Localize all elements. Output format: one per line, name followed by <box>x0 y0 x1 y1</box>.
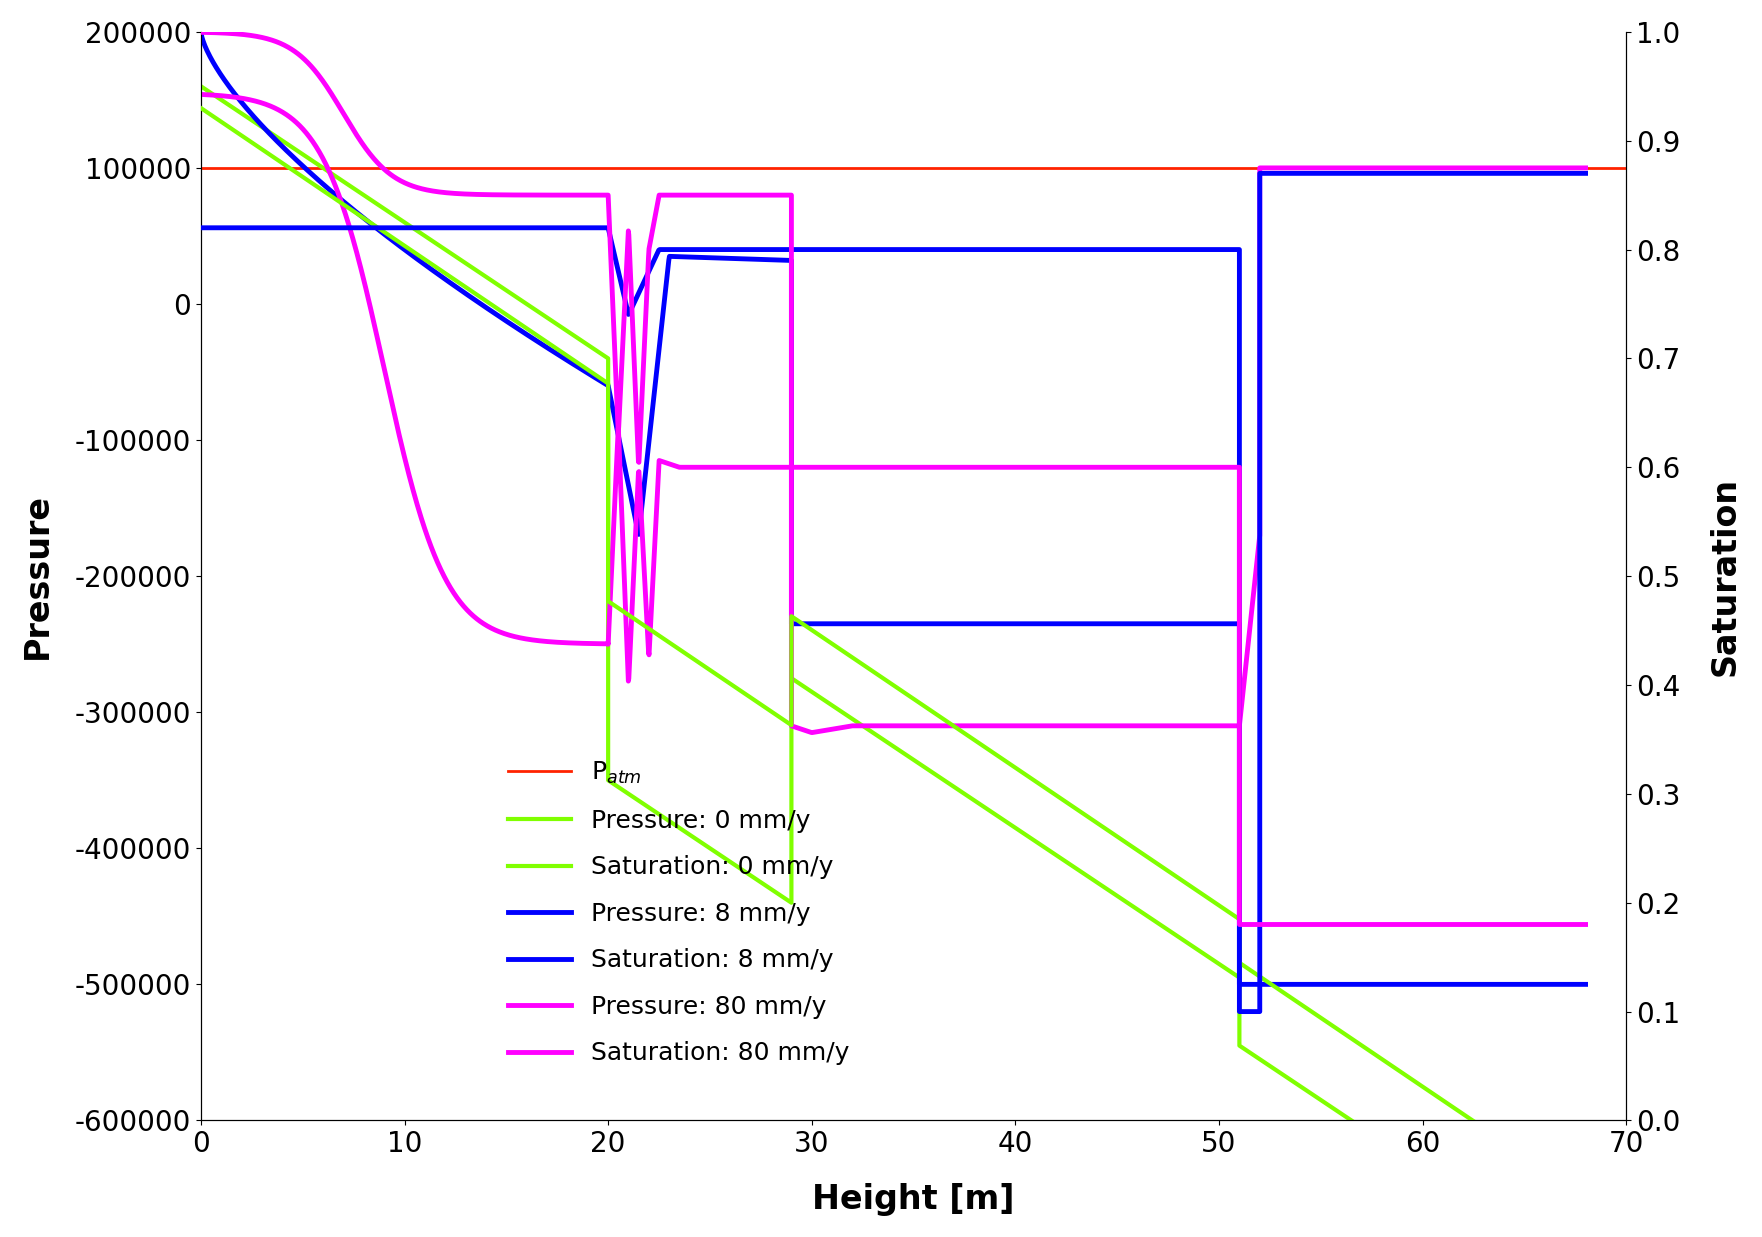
Pressure: 8 mm/y: (68, -5e+05): 8 mm/y: (68, -5e+05) <box>1575 977 1596 992</box>
Pressure: 8 mm/y: (51, -5e+05): 8 mm/y: (51, -5e+05) <box>1228 977 1249 992</box>
Pressure: 0 mm/y: (26.9, -4.19e+05): 0 mm/y: (26.9, -4.19e+05) <box>738 867 759 882</box>
Saturation: 80 mm/y: (29.9, 0.6): 80 mm/y: (29.9, 0.6) <box>798 460 819 475</box>
Pressure: 0 mm/y: (31.8, -3.03e+05): 0 mm/y: (31.8, -3.03e+05) <box>839 709 860 724</box>
Legend: P$_{atm}$, Pressure: 0 mm/y, Saturation: 0 mm/y, Pressure: 8 mm/y, Saturation: 8: P$_{atm}$, Pressure: 0 mm/y, Saturation:… <box>499 750 860 1075</box>
Pressure: 80 mm/y: (21.2, -2.32e+05): 80 mm/y: (21.2, -2.32e+05) <box>620 612 641 627</box>
Saturation: 8 mm/y: (65.2, 0.87): 8 mm/y: (65.2, 0.87) <box>1517 166 1538 181</box>
Saturation: 0 mm/y: (31.8, 0.428): 0 mm/y: (31.8, 0.428) <box>839 647 860 662</box>
Pressure: 0 mm/y: (1.31, 1.47e+05): 0 mm/y: (1.31, 1.47e+05) <box>217 96 238 111</box>
Pressure: 80 mm/y: (0, 1.54e+05): 80 mm/y: (0, 1.54e+05) <box>190 87 211 101</box>
Saturation: 80 mm/y: (31.8, 0.6): 80 mm/y: (31.8, 0.6) <box>839 460 860 475</box>
Saturation: 0 mm/y: (5.83, 0.856): 0 mm/y: (5.83, 0.856) <box>308 181 329 195</box>
P$_{atm}$ <box>190 161 211 176</box>
Pressure: 80 mm/y: (28.9, -1.2e+05): 80 mm/y: (28.9, -1.2e+05) <box>779 460 800 475</box>
Pressure: 80 mm/y: (40.4, -3.1e+05): 80 mm/y: (40.4, -3.1e+05) <box>1013 719 1034 734</box>
Y-axis label: Pressure: Pressure <box>21 494 55 659</box>
Y-axis label: Saturation: Saturation <box>1707 476 1741 675</box>
Line: Saturation: 8 mm/y: Saturation: 8 mm/y <box>201 173 1586 1012</box>
Pressure: 8 mm/y: (32.6, -2.35e+05): 8 mm/y: (32.6, -2.35e+05) <box>855 616 876 631</box>
Saturation: 80 mm/y: (0.401, 0.999): 80 mm/y: (0.401, 0.999) <box>199 25 220 40</box>
Saturation: 0 mm/y: (1.31, 0.913): 0 mm/y: (1.31, 0.913) <box>217 119 238 134</box>
Saturation: 8 mm/y: (0, 0.82): 8 mm/y: (0, 0.82) <box>190 220 211 235</box>
Pressure: 0 mm/y: (0, 1.6e+05): 0 mm/y: (0, 1.6e+05) <box>190 79 211 94</box>
Pressure: 8 mm/y: (65.4, -5e+05): 8 mm/y: (65.4, -5e+05) <box>1522 977 1544 992</box>
Saturation: 0 mm/y: (0, 0.93): 0 mm/y: (0, 0.93) <box>190 100 211 115</box>
Pressure: 8 mm/y: (6.47, 8.2e+04): 8 mm/y: (6.47, 8.2e+04) <box>322 184 344 199</box>
Saturation: 80 mm/y: (51, 0.18): 80 mm/y: (51, 0.18) <box>1228 917 1249 931</box>
Saturation: 8 mm/y: (40.8, 0.8): 8 mm/y: (40.8, 0.8) <box>1022 242 1043 257</box>
Saturation: 8 mm/y: (22.8, 0.8): 8 mm/y: (22.8, 0.8) <box>654 242 675 257</box>
Pressure: 80 mm/y: (68, 1e+05): 80 mm/y: (68, 1e+05) <box>1575 161 1596 176</box>
Pressure: 80 mm/y: (39.3, -3.1e+05): 80 mm/y: (39.3, -3.1e+05) <box>990 719 1011 734</box>
Saturation: 80 mm/y: (42.3, 0.6): 80 mm/y: (42.3, 0.6) <box>1052 460 1073 475</box>
Saturation: 8 mm/y: (29.5, 0.8): 8 mm/y: (29.5, 0.8) <box>791 242 812 257</box>
Pressure: 8 mm/y: (43.9, -2.35e+05): 8 mm/y: (43.9, -2.35e+05) <box>1085 616 1107 631</box>
Saturation: 80 mm/y: (56.6, 0.18): 80 mm/y: (56.6, 0.18) <box>1343 917 1364 931</box>
Saturation: 8 mm/y: (51, 0.1): 8 mm/y: (51, 0.1) <box>1228 1004 1249 1019</box>
Pressure: 0 mm/y: (20.4, -3.54e+05): 0 mm/y: (20.4, -3.54e+05) <box>606 778 627 793</box>
Pressure: 80 mm/y: (30, -3.15e+05): 80 mm/y: (30, -3.15e+05) <box>802 725 823 740</box>
Line: Saturation: 80 mm/y: Saturation: 80 mm/y <box>201 32 1586 924</box>
X-axis label: Height [m]: Height [m] <box>812 1183 1015 1216</box>
Pressure: 80 mm/y: (11.8, -1.95e+05): 80 mm/y: (11.8, -1.95e+05) <box>430 563 451 578</box>
Saturation: 80 mm/y: (68, 0.18): 80 mm/y: (68, 0.18) <box>1575 917 1596 931</box>
Pressure: 8 mm/y: (18.7, -4.85e+04): 8 mm/y: (18.7, -4.85e+04) <box>573 362 594 377</box>
Line: Pressure: 8 mm/y: Pressure: 8 mm/y <box>201 32 1586 985</box>
Line: Saturation: 0 mm/y: Saturation: 0 mm/y <box>201 108 1586 1197</box>
Pressure: 8 mm/y: (0, 2e+05): 8 mm/y: (0, 2e+05) <box>190 25 211 40</box>
Line: Pressure: 0 mm/y: Pressure: 0 mm/y <box>201 87 1586 1237</box>
Saturation: 8 mm/y: (52, 0.87): 8 mm/y: (52, 0.87) <box>1249 166 1270 181</box>
Pressure: 0 mm/y: (21.5, -3.65e+05): 0 mm/y: (21.5, -3.65e+05) <box>627 793 648 808</box>
Saturation: 8 mm/y: (68, 0.87): 8 mm/y: (68, 0.87) <box>1575 166 1596 181</box>
Saturation: 80 mm/y: (0, 1): 80 mm/y: (0, 1) <box>190 25 211 40</box>
Saturation: 8 mm/y: (24.8, 0.8): 8 mm/y: (24.8, 0.8) <box>696 242 717 257</box>
Pressure: 80 mm/y: (65.6, 1e+05): 80 mm/y: (65.6, 1e+05) <box>1526 161 1547 176</box>
Pressure: 8 mm/y: (50.2, -2.35e+05): 8 mm/y: (50.2, -2.35e+05) <box>1212 616 1233 631</box>
Saturation: 0 mm/y: (26.9, 0.389): 0 mm/y: (26.9, 0.389) <box>738 689 759 704</box>
Saturation: 0 mm/y: (68, -0.0702): 0 mm/y: (68, -0.0702) <box>1575 1190 1596 1205</box>
P$_{atm}$ <box>211 161 233 176</box>
Saturation: 0 mm/y: (21.5, 0.458): 0 mm/y: (21.5, 0.458) <box>627 615 648 630</box>
Line: Pressure: 80 mm/y: Pressure: 80 mm/y <box>201 94 1586 732</box>
Saturation: 8 mm/y: (20.4, 0.791): 8 mm/y: (20.4, 0.791) <box>604 252 626 267</box>
Pressure: 0 mm/y: (5.83, 1.02e+05): 0 mm/y: (5.83, 1.02e+05) <box>308 158 329 173</box>
Saturation: 80 mm/y: (64.5, 0.18): 80 mm/y: (64.5, 0.18) <box>1505 917 1526 931</box>
Saturation: 0 mm/y: (20.4, 0.472): 0 mm/y: (20.4, 0.472) <box>606 600 627 615</box>
